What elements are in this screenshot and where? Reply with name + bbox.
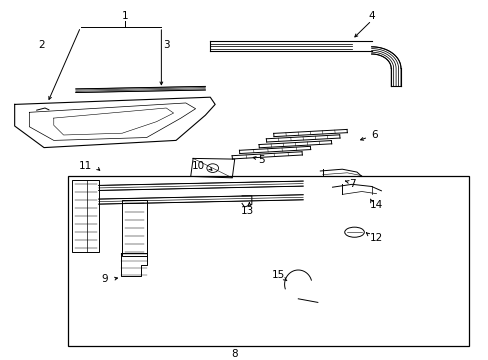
Text: 14: 14 xyxy=(369,200,383,210)
Bar xyxy=(68,176,468,346)
Text: 9: 9 xyxy=(102,274,108,284)
Bar xyxy=(72,180,99,252)
Text: 8: 8 xyxy=(231,348,238,359)
Text: 4: 4 xyxy=(367,11,374,21)
Text: 7: 7 xyxy=(348,179,355,189)
Text: 13: 13 xyxy=(240,206,253,216)
Text: 3: 3 xyxy=(163,40,169,50)
Text: 6: 6 xyxy=(370,130,377,140)
Text: 10: 10 xyxy=(191,161,204,171)
Bar xyxy=(122,200,146,256)
Text: 11: 11 xyxy=(79,161,92,171)
Text: 2: 2 xyxy=(38,40,45,50)
Text: 5: 5 xyxy=(258,155,264,165)
Text: 12: 12 xyxy=(369,233,383,243)
Text: 1: 1 xyxy=(121,11,128,21)
Text: 15: 15 xyxy=(271,270,285,280)
